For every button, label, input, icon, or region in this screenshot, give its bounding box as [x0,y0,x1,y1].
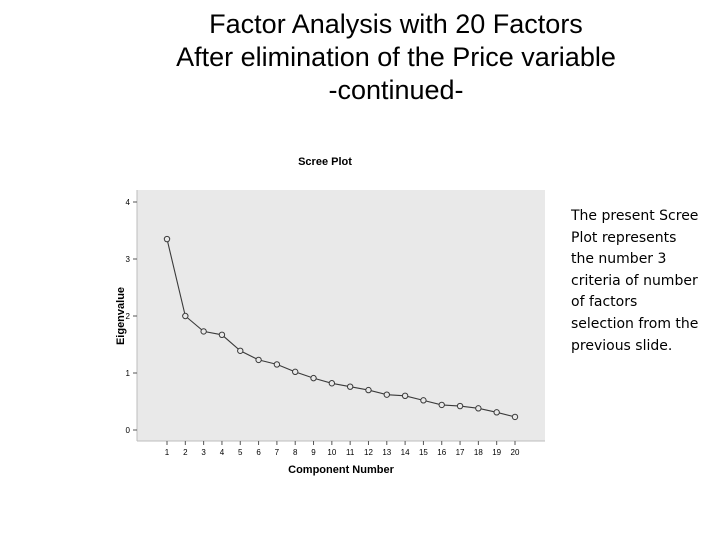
x-tick-label: 17 [456,448,465,457]
x-tick-label: 1 [165,448,170,457]
x-tick-label: 3 [201,448,206,457]
x-tick-label: 7 [275,448,280,457]
data-point [346,383,354,390]
y-tick-label: 0 [126,426,131,435]
data-point [163,235,171,243]
x-tick-label: 14 [401,448,410,457]
plot-area [137,190,545,441]
data-point [383,391,390,398]
y-axis-label: Eigenvalue [115,287,127,345]
chart-title: Scree Plot [298,156,352,168]
x-tick-label: 13 [382,448,391,457]
data-point [493,409,500,416]
data-point [365,386,372,394]
x-tick-label: 18 [474,448,483,457]
x-tick-label: 5 [238,448,243,457]
x-axis-label: Component Number [288,464,394,476]
scree-plot-note: The present Scree Plot represents the nu… [571,208,699,354]
data-point [200,328,207,335]
data-point [310,374,317,382]
data-point [182,312,189,320]
data-point [328,380,336,387]
x-tick-label: 12 [364,448,373,457]
x-tick-label: 15 [419,448,428,457]
x-tick-label: 19 [492,448,501,457]
data-point [255,356,262,364]
title-line-2: After elimination of the Price variable [176,42,616,72]
eigenvalue-points [163,235,519,421]
data-point [475,405,482,412]
data-point [237,347,244,354]
x-tick-label: 10 [327,448,336,457]
x-tick-label: 8 [293,448,298,457]
data-point [456,402,464,410]
data-point [292,368,299,376]
x-tick-label: 9 [311,448,316,457]
data-point [420,397,427,404]
x-axis-ticks: 1 2 3 4 5 6 7 8 9 10 11 12 13 14 15 16 17 18 19 20 [165,441,520,457]
x-tick-label: 4 [220,448,225,457]
data-point [511,413,519,421]
y-tick-label: 2 [126,312,131,321]
data-point [273,361,281,368]
slide-title: Factor Analysis with 20 Factors After el… [0,8,720,107]
x-tick-label: 20 [511,448,520,457]
data-point [438,401,445,409]
y-tick-label: 3 [126,255,131,264]
x-tick-label: 11 [346,448,355,457]
y-tick-label: 1 [126,369,131,378]
y-tick-label: 4 [126,198,131,207]
data-point [401,392,409,399]
x-tick-label: 2 [183,448,188,457]
data-point [218,331,226,339]
title-line-3: -continued- [328,75,464,105]
x-tick-label: 16 [437,448,446,457]
y-axis-ticks: 0 1 2 3 4 [126,198,137,435]
x-tick-label: 6 [256,448,261,457]
title-line-1: Factor Analysis with 20 Factors [209,9,583,39]
